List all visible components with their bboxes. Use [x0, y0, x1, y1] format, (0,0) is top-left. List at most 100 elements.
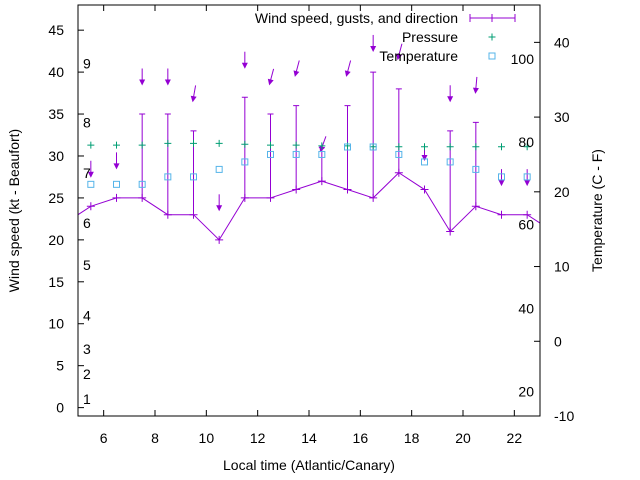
- pressure-point: [267, 141, 274, 149]
- wind-direction-arrow: [293, 60, 300, 77]
- temperature-point: [87, 180, 95, 188]
- wind-direction-arrow: [241, 51, 248, 69]
- pressure-point: [498, 143, 505, 151]
- legend: Wind speed, gusts, and direction Pressur…: [255, 10, 516, 64]
- y-axis-label-left: Wind speed (kt - Beaufort): [6, 129, 22, 292]
- wind-gust-bar: [318, 147, 325, 182]
- arrow-head: [267, 78, 274, 86]
- legend-pressure-label: Pressure: [402, 29, 458, 45]
- wind-direction-arrow: [267, 68, 275, 86]
- temperature-point: [190, 173, 197, 181]
- y-tick-label-left: 15: [48, 274, 64, 290]
- x-tick-label: 20: [455, 430, 471, 446]
- wind-direction-arrow: [524, 169, 531, 187]
- pressure-point: [523, 143, 531, 151]
- pressure-point: [215, 139, 223, 147]
- legend-temperature-label: Temperature: [379, 48, 458, 64]
- wind-direction-arrow: [113, 152, 120, 170]
- wind-direction-arrow: [472, 76, 479, 94]
- arrow-head: [421, 154, 428, 161]
- temperature-point: [369, 143, 377, 151]
- arrow-head: [293, 70, 300, 77]
- wind-direction-arrow: [190, 85, 197, 103]
- arrow-head: [524, 180, 531, 187]
- pressure-point: [318, 142, 326, 150]
- x-tick-label: 8: [151, 430, 159, 446]
- y-tick-label-left: 20: [48, 232, 64, 248]
- y-tick-label-left: 40: [48, 64, 64, 80]
- x-tick-label: 14: [301, 430, 317, 446]
- y-tick-label-right: 40: [554, 34, 570, 50]
- wind-speed-point: [86, 202, 95, 211]
- temperature-point: [421, 158, 428, 166]
- y-tick-label-left: 35: [48, 106, 64, 122]
- pressure-point: [241, 140, 249, 148]
- arrow-head: [447, 96, 454, 103]
- beaufort-label: 9: [83, 56, 91, 72]
- wind-gust-bar: [139, 113, 146, 198]
- wind-direction-arrow: [319, 136, 327, 153]
- pressure-point: [446, 143, 454, 151]
- y-tick-label-left: 25: [48, 190, 64, 206]
- wind-speed-point: [420, 185, 429, 194]
- wind-direction-arrow: [370, 34, 377, 52]
- beaufort-label: 6: [83, 215, 91, 231]
- beaufort-label: 3: [83, 341, 91, 357]
- y-tick-label-left: 30: [48, 148, 64, 164]
- temperature-point: [523, 173, 531, 181]
- pressure-point: [113, 141, 120, 149]
- y-tick-label-right: 0: [554, 333, 562, 349]
- arrow-head: [241, 62, 248, 69]
- fahrenheit-label: 20: [518, 383, 534, 399]
- beaufort-label: 8: [83, 114, 91, 130]
- beaufort-label: 1: [83, 391, 91, 407]
- arrow-head: [190, 95, 197, 103]
- wind-speed-point: [497, 210, 506, 219]
- fahrenheit-label: 80: [518, 134, 534, 150]
- wind-direction-arrow: [396, 43, 403, 61]
- series-layer: [77, 34, 541, 244]
- legend-wind-label: Wind speed, gusts, and direction: [255, 10, 458, 26]
- temperature-point: [318, 150, 326, 158]
- x-tick-label: 22: [507, 430, 523, 446]
- arrow-head: [370, 45, 377, 52]
- wind-direction-arrow: [344, 60, 352, 77]
- x-tick-label: 10: [199, 430, 215, 446]
- x-tick-label: 12: [250, 430, 266, 446]
- legend-temperature-swatch: [488, 52, 496, 60]
- y-tick-label-right: 10: [554, 259, 570, 275]
- beaufort-label: 7: [83, 165, 91, 181]
- pressure-point: [190, 139, 197, 147]
- temperature-point: [446, 158, 454, 166]
- arrow-head: [344, 70, 351, 77]
- wind-gust-bar: [395, 88, 402, 173]
- pressure-point: [87, 141, 95, 149]
- y-tick-label-left: 10: [48, 316, 64, 332]
- arrow-head: [472, 87, 479, 94]
- wind-speed-point: [523, 210, 532, 219]
- beaufort-label: 2: [83, 366, 91, 382]
- temperature-point: [395, 150, 403, 158]
- x-tick-label: 16: [353, 430, 369, 446]
- wind-direction-arrow: [139, 68, 146, 86]
- temperature-point: [215, 165, 223, 173]
- y-tick-label-left: 5: [56, 358, 64, 374]
- wind-direction-arrow: [447, 85, 454, 103]
- y-tick-label-right: 20: [554, 184, 570, 200]
- pressure-point: [164, 139, 172, 147]
- y-axis-label-right: Temperature (C - F): [589, 149, 605, 272]
- temperature-point: [267, 150, 274, 158]
- pressure-point: [395, 143, 403, 151]
- y-tick-label-right: 30: [554, 109, 570, 125]
- wind-speed-line: [77, 172, 541, 241]
- arrow-head: [139, 79, 146, 86]
- temperature-point: [164, 173, 172, 181]
- tick-labels: 6 8 10 12 14 16 18 20 22051015202530354045-10010…: [48, 22, 574, 446]
- arrow-head: [113, 163, 120, 170]
- temperature-point: [113, 180, 120, 188]
- pressure-point: [138, 141, 146, 149]
- temperature-point: [344, 143, 351, 151]
- temperature-point: [292, 150, 300, 158]
- legend-pressure-swatch: [488, 33, 496, 41]
